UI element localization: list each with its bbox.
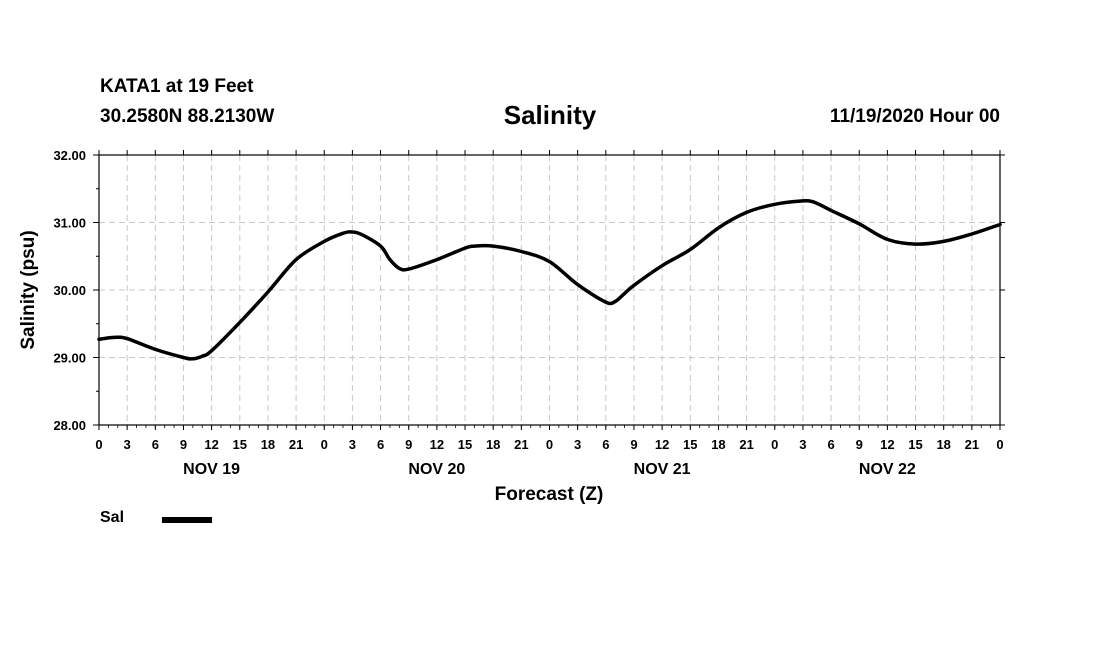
- x-tick-label: 0: [771, 437, 778, 452]
- x-tick-label: 15: [908, 437, 922, 452]
- x-tick-label: 9: [630, 437, 637, 452]
- x-tick-label: 18: [936, 437, 950, 452]
- x-tick-label: 15: [683, 437, 697, 452]
- y-tick-label: 28.00: [53, 418, 86, 433]
- x-tick-label: 3: [799, 437, 806, 452]
- coordinates-label: 30.2580N 88.2130W: [100, 106, 275, 127]
- series-layer: [97, 198, 1002, 361]
- legend-label: Sal: [100, 509, 125, 526]
- x-tick-label: 21: [739, 437, 753, 452]
- x-tick-label: 9: [180, 437, 187, 452]
- y-tick-label: 30.00: [53, 283, 86, 298]
- x-tick-label: 18: [486, 437, 500, 452]
- x-tick-label: 6: [377, 437, 384, 452]
- day-label: NOV 20: [408, 461, 465, 478]
- x-tick-label: 12: [204, 437, 218, 452]
- x-tick-label: 0: [321, 437, 328, 452]
- day-label: NOV 19: [183, 461, 240, 478]
- y-axis-label: Salinity (psu): [18, 230, 39, 349]
- x-tick-label: 3: [349, 437, 356, 452]
- x-tick-label: 21: [965, 437, 979, 452]
- x-tick-label: 9: [856, 437, 863, 452]
- x-tick-label: 18: [261, 437, 275, 452]
- station-label: KATA1 at 19 Feet: [100, 76, 254, 97]
- grid: [99, 155, 1000, 425]
- y-tick-label: 32.00: [53, 148, 86, 163]
- forecast-timestamp: 11/19/2020 Hour 00: [829, 106, 1000, 127]
- x-tick-label: 6: [152, 437, 159, 452]
- plot-frame: [98, 154, 1001, 426]
- x-tick-label: 3: [124, 437, 131, 452]
- x-tick-label: 3: [574, 437, 581, 452]
- x-tick-label: 18: [711, 437, 725, 452]
- x-tick-label: 0: [546, 437, 553, 452]
- y-tick-label: 29.00: [53, 351, 86, 366]
- x-tick-label: 0: [95, 437, 102, 452]
- y-tick-label: 31.00: [53, 216, 86, 231]
- x-tick-label: 0: [996, 437, 1003, 452]
- x-tick-label: 15: [458, 437, 472, 452]
- x-tick-label: 12: [655, 437, 669, 452]
- x-tick-label: 6: [602, 437, 609, 452]
- x-tick-label: 12: [880, 437, 894, 452]
- x-tick-label: 15: [233, 437, 247, 452]
- salinity-series-line: [97, 198, 1002, 361]
- legend-swatch: [162, 517, 212, 523]
- x-axis-label: Forecast (Z): [495, 484, 604, 505]
- chart-title: Salinity: [503, 100, 597, 130]
- x-tick-label: 12: [430, 437, 444, 452]
- y-axis: 28.00 29.00 30.00 31.00 32.00: [53, 148, 1005, 433]
- x-tick-label: 21: [514, 437, 528, 452]
- day-label: NOV 22: [859, 461, 916, 478]
- x-tick-label: 21: [289, 437, 303, 452]
- x-tick-label: 9: [405, 437, 412, 452]
- day-label: NOV 21: [634, 461, 691, 478]
- x-tick-label: 6: [827, 437, 834, 452]
